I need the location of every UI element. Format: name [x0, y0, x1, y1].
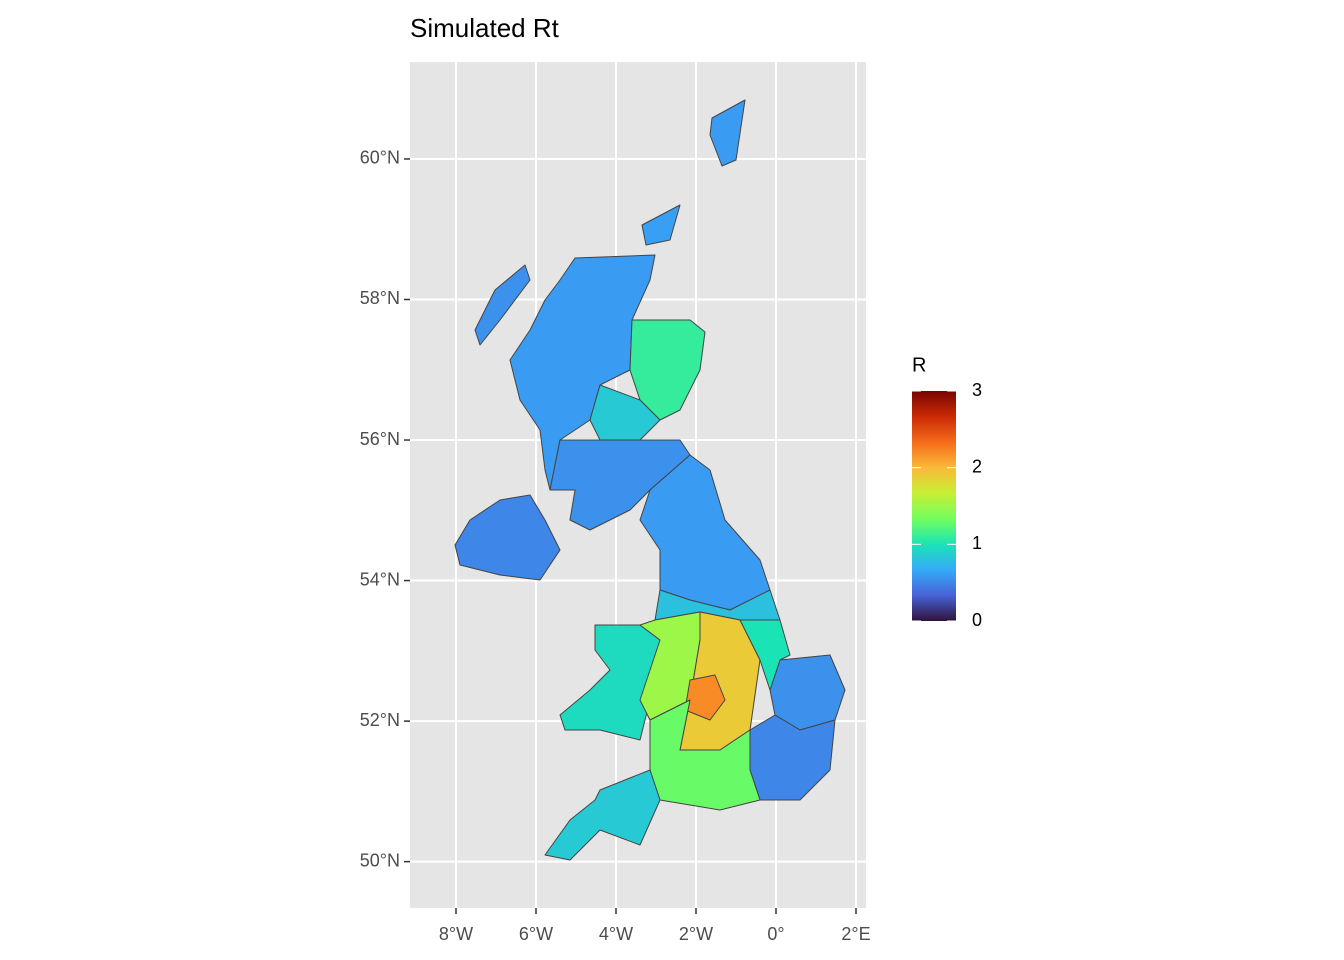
region: [549, 439, 691, 531]
legend-tick-label: 1: [972, 533, 982, 553]
region: [709, 99, 746, 167]
legend-tick-label: 3: [972, 380, 982, 400]
region: [629, 319, 706, 421]
region: [544, 769, 661, 861]
regions: [454, 99, 846, 861]
x-tick-label: 2°E: [841, 924, 870, 944]
legend-title: R: [912, 354, 926, 376]
legend-tick-label: 0: [972, 610, 982, 630]
y-tick-label: 56°N: [360, 429, 400, 449]
x-tick-label: 0°: [767, 924, 784, 944]
x-tick-label: 4°W: [599, 924, 633, 944]
region: [739, 619, 791, 691]
x-tick-label: 6°W: [519, 924, 553, 944]
y-tick-label: 54°N: [360, 569, 400, 589]
y-tick-label: 50°N: [360, 850, 400, 870]
region: [641, 204, 681, 246]
colorbar: [912, 391, 956, 621]
legend-tick-label: 2: [972, 456, 982, 476]
x-tick-label: 8°W: [439, 924, 473, 944]
y-tick-label: 58°N: [360, 288, 400, 308]
region: [474, 264, 531, 346]
y-tick-label: 60°N: [360, 148, 400, 168]
chart-title: Simulated Rt: [410, 13, 560, 43]
y-tick-label: 52°N: [360, 710, 400, 730]
region: [454, 494, 561, 581]
x-tick-label: 2°W: [679, 924, 713, 944]
